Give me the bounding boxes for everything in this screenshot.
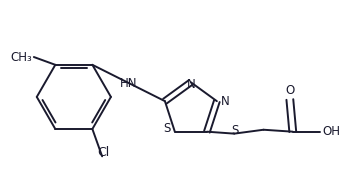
Text: N: N	[221, 95, 229, 108]
Text: N: N	[187, 78, 195, 91]
Text: CH₃: CH₃	[10, 50, 32, 64]
Text: O: O	[285, 84, 295, 96]
Text: HN: HN	[120, 77, 137, 90]
Text: OH: OH	[322, 125, 340, 138]
Text: S: S	[164, 122, 171, 135]
Text: S: S	[232, 124, 239, 137]
Text: Cl: Cl	[97, 146, 109, 159]
